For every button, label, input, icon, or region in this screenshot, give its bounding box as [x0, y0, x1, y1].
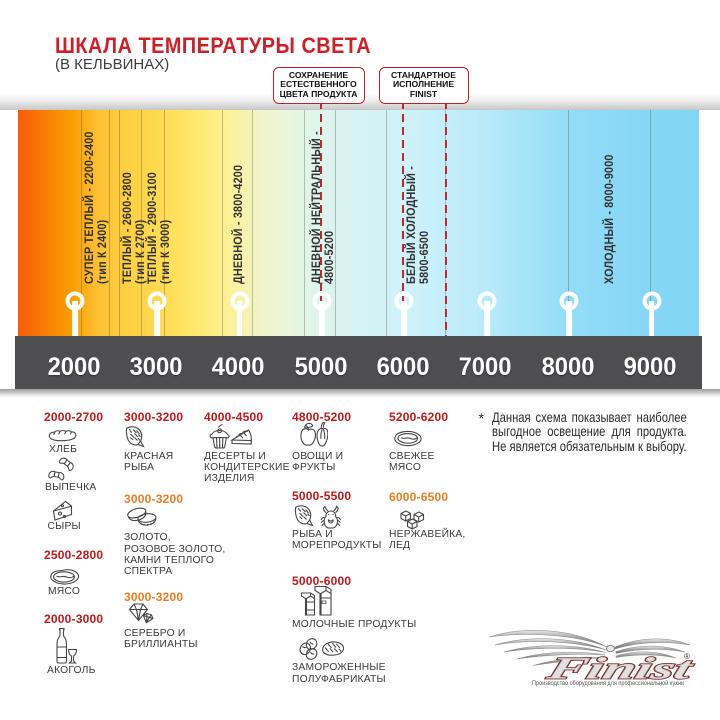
svg-text:Finist: Finist — [542, 651, 697, 685]
svg-text:Производство оборудования для: Производство оборудования для профессион… — [532, 679, 684, 687]
svg-text:Finist: Finist — [542, 651, 697, 685]
svg-text:®: ® — [684, 652, 690, 661]
